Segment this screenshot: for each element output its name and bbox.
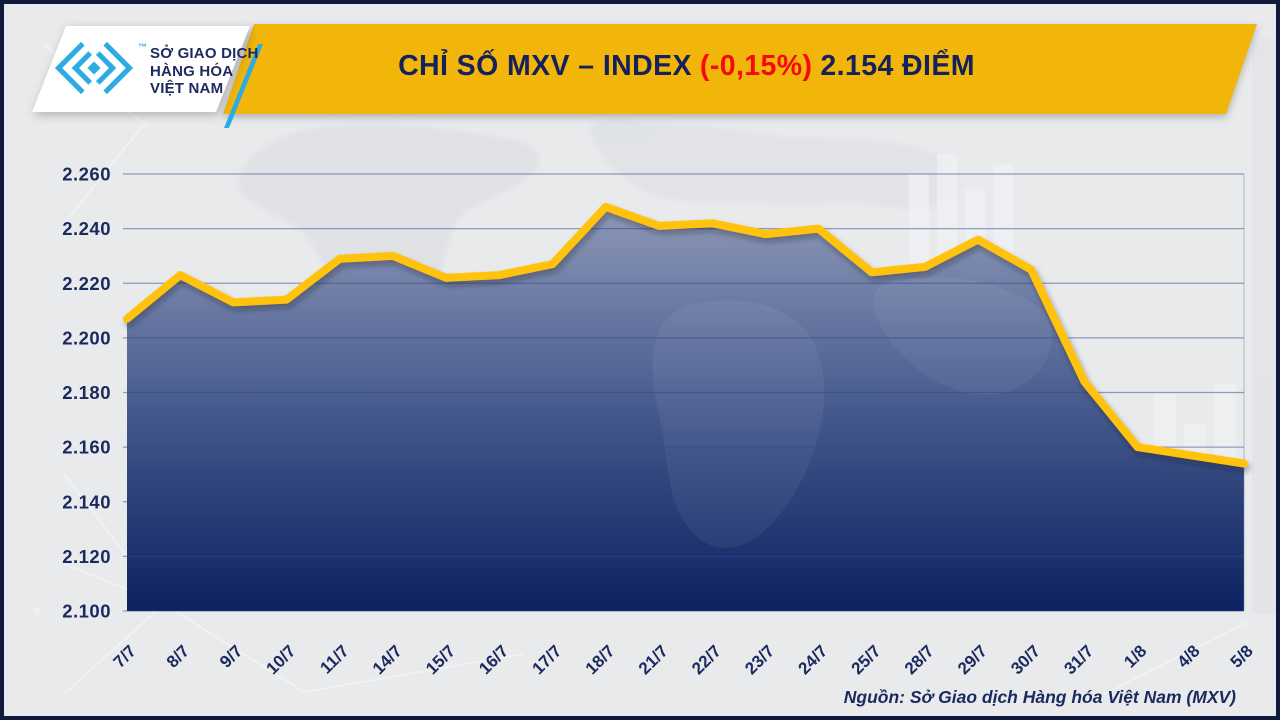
chart-title: CHỈ SỐ MXV – INDEX (-0,15%) 2.154 ĐIỂM [129, 50, 1244, 83]
logo-text-line1: SỞ GIAO DỊCH [150, 45, 259, 62]
x-axis-label: 28/7 [901, 641, 938, 678]
y-axis-label: 2.180 [62, 382, 111, 403]
x-axis-label: 21/7 [635, 641, 672, 678]
x-axis-label: 23/7 [741, 641, 778, 678]
index-line [123, 202, 1248, 468]
mxv-index-area-chart: 2.100 2.120 2.140 2.160 2.180 2.200 2.220 2.240… [62, 164, 1257, 679]
y-axis-label: 2.240 [62, 218, 111, 239]
x-axis-label: 29/7 [954, 641, 991, 678]
title-banner [223, 24, 1257, 114]
map-through-watermark [652, 300, 825, 549]
x-axis-label: 7/7 [110, 641, 140, 671]
logo-card [32, 26, 250, 112]
x-axis-label: 24/7 [794, 641, 831, 678]
x-axis-label: 5/8 [1227, 641, 1257, 671]
header-shapes [32, 24, 1257, 128]
title-value: 2.154 ĐIỂM [820, 50, 975, 82]
x-axis-label: 31/7 [1060, 641, 1097, 678]
logo-text: SỞ GIAO DỊCH HÀNG HÓA VIỆT NAM [150, 45, 259, 98]
area-fill [127, 206, 1244, 612]
y-axis-label: 2.200 [62, 327, 111, 348]
map-through-watermark [873, 276, 1053, 395]
y-axis-label: 2.260 [62, 164, 111, 185]
world-map-watermark [238, 119, 959, 317]
x-axis-label: 4/8 [1173, 641, 1203, 671]
mxv-logo-icon [52, 40, 136, 96]
x-axis-label: 18/7 [582, 641, 619, 678]
x-axis-label: 10/7 [263, 641, 300, 678]
y-axis-label: 2.220 [62, 273, 111, 294]
x-axis-label: 17/7 [529, 641, 566, 678]
logo-text-line3: VIỆT NAM [150, 80, 224, 97]
x-axis-label: 22/7 [688, 641, 725, 678]
x-axis-label: 25/7 [848, 641, 885, 678]
x-axis-label: 11/7 [316, 641, 352, 677]
x-axis-label: 15/7 [422, 641, 459, 678]
x-axis-label: 8/7 [163, 641, 193, 671]
x-axis-label: 30/7 [1007, 641, 1044, 678]
source-caption: Nguồn: Sở Giao dịch Hàng hóa Việt Nam (M… [843, 687, 1236, 707]
y-axis-label: 2.140 [62, 491, 111, 512]
x-axis-label: 16/7 [475, 641, 512, 678]
y-axis-label: 2.160 [62, 437, 111, 458]
title-change: (-0,15%) [699, 50, 813, 82]
logo-text-line2: HÀNG HÓA [150, 62, 234, 80]
x-axis-label: 14/7 [369, 641, 406, 678]
y-axis-label: 2.120 [62, 546, 111, 567]
trademark-symbol: ™ [138, 42, 147, 52]
x-axis-label: 1/8 [1120, 641, 1150, 671]
cyan-stripe [224, 44, 263, 128]
x-axis-label: 9/7 [216, 641, 246, 671]
y-axis-label: 2.100 [62, 601, 111, 622]
title-main: CHỈ SỐ MXV – INDEX [398, 50, 692, 82]
